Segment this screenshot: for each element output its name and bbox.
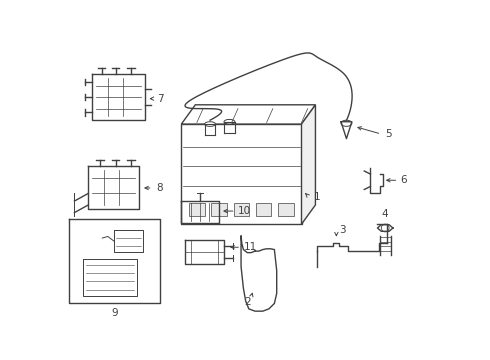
Ellipse shape bbox=[224, 120, 235, 124]
Bar bbox=[256, 203, 271, 216]
Text: 4: 4 bbox=[382, 209, 389, 219]
Text: 1: 1 bbox=[314, 192, 320, 202]
Bar bbox=[278, 203, 294, 216]
Text: 2: 2 bbox=[244, 297, 250, 307]
Bar bbox=[211, 203, 227, 216]
Text: 3: 3 bbox=[339, 225, 345, 235]
Text: 5: 5 bbox=[385, 129, 392, 139]
Text: 6: 6 bbox=[401, 175, 407, 185]
Text: 8: 8 bbox=[156, 183, 162, 193]
Text: 10: 10 bbox=[238, 206, 251, 216]
Text: 11: 11 bbox=[244, 242, 257, 252]
Polygon shape bbox=[301, 105, 316, 224]
Bar bbox=[234, 203, 249, 216]
Bar bbox=[189, 203, 205, 216]
Ellipse shape bbox=[341, 120, 352, 126]
Ellipse shape bbox=[205, 122, 216, 126]
Polygon shape bbox=[181, 105, 316, 124]
Text: 9: 9 bbox=[111, 308, 118, 318]
Text: 7: 7 bbox=[157, 94, 164, 104]
Bar bbox=[181, 124, 301, 224]
